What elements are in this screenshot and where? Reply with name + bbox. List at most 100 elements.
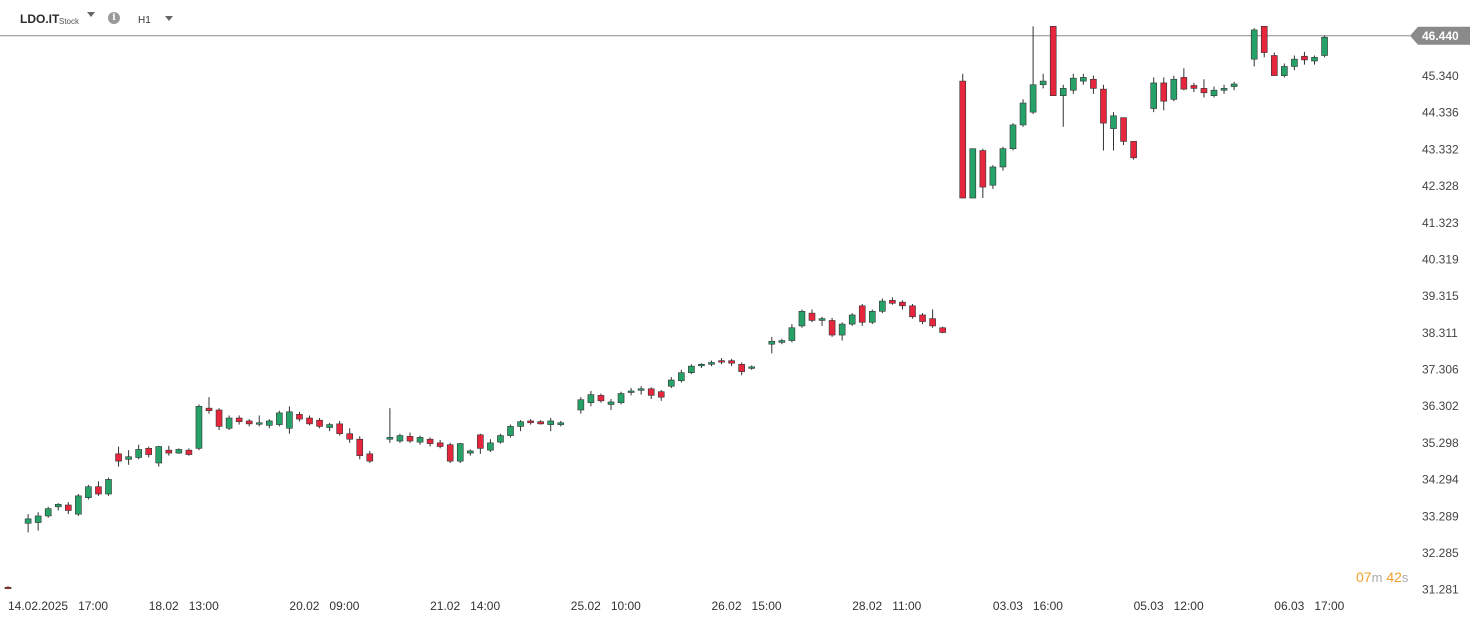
candle[interactable]	[255, 415, 263, 427]
candle[interactable]	[1220, 84, 1228, 94]
candle[interactable]	[688, 364, 695, 375]
candle[interactable]	[466, 449, 474, 456]
candle[interactable]	[989, 165, 997, 189]
candle[interactable]	[517, 420, 524, 432]
candle[interactable]	[306, 415, 313, 426]
candle[interactable]	[879, 298, 886, 314]
candle[interactable]	[245, 419, 253, 427]
candle[interactable]	[828, 317, 836, 337]
candle[interactable]	[1180, 68, 1188, 91]
candle[interactable]	[44, 506, 52, 518]
candle[interactable]	[507, 424, 514, 438]
candle[interactable]	[1250, 28, 1258, 67]
candle[interactable]	[547, 418, 555, 432]
candle[interactable]	[356, 436, 364, 460]
candle[interactable]	[24, 514, 32, 533]
candle[interactable]	[587, 390, 595, 407]
candle[interactable]	[446, 442, 454, 463]
candle[interactable]	[868, 309, 876, 325]
candle[interactable]	[778, 338, 786, 345]
candle[interactable]	[1170, 75, 1178, 102]
candle[interactable]	[858, 304, 866, 326]
candle[interactable]	[979, 148, 987, 199]
candle[interactable]	[748, 365, 756, 370]
candle[interactable]	[537, 420, 544, 425]
candle[interactable]	[1009, 123, 1017, 151]
candle[interactable]	[115, 446, 122, 467]
candle[interactable]	[1130, 141, 1137, 160]
candle[interactable]	[4, 586, 12, 590]
candle[interactable]	[969, 148, 977, 199]
candle[interactable]	[808, 309, 816, 323]
candle[interactable]	[728, 358, 735, 367]
info-icon[interactable]: i	[108, 12, 120, 24]
candle[interactable]	[265, 419, 273, 429]
candle[interactable]	[1120, 117, 1127, 146]
candle[interactable]	[155, 445, 163, 467]
candle[interactable]	[406, 432, 414, 443]
candle[interactable]	[54, 503, 62, 511]
candle[interactable]	[165, 445, 173, 456]
candle[interactable]	[798, 309, 806, 328]
candle[interactable]	[617, 391, 625, 405]
candle[interactable]	[1150, 77, 1157, 113]
candle[interactable]	[848, 313, 856, 326]
candle[interactable]	[185, 448, 193, 456]
candle[interactable]	[667, 377, 675, 389]
candle[interactable]	[416, 435, 424, 445]
candle[interactable]	[738, 362, 745, 376]
chevron-down-icon[interactable]	[87, 12, 95, 17]
candle[interactable]	[718, 358, 725, 365]
candle[interactable]	[195, 404, 203, 451]
candle[interactable]	[175, 448, 183, 454]
candle[interactable]	[296, 411, 303, 422]
candle[interactable]	[316, 418, 323, 429]
candle[interactable]	[1301, 51, 1308, 65]
candle[interactable]	[1080, 73, 1087, 85]
candle[interactable]	[557, 420, 565, 427]
candle[interactable]	[65, 502, 72, 515]
candle[interactable]	[637, 386, 645, 395]
candle[interactable]	[1090, 75, 1097, 94]
candle[interactable]	[899, 300, 906, 310]
candle[interactable]	[326, 422, 333, 432]
candle[interactable]	[95, 481, 102, 496]
candle[interactable]	[426, 437, 434, 447]
candle[interactable]	[1210, 86, 1218, 98]
candle[interactable]	[788, 324, 796, 343]
candle[interactable]	[527, 419, 534, 425]
candle[interactable]	[125, 450, 132, 465]
candle[interactable]	[1059, 84, 1067, 127]
candle[interactable]	[647, 387, 655, 400]
candle[interactable]	[678, 369, 685, 383]
candle[interactable]	[1039, 73, 1047, 89]
candle[interactable]	[1230, 81, 1238, 91]
candle[interactable]	[105, 477, 112, 496]
candle[interactable]	[1271, 52, 1278, 76]
candle[interactable]	[1321, 35, 1328, 58]
candle[interactable]	[436, 439, 444, 449]
candle[interactable]	[698, 363, 705, 368]
candle[interactable]	[477, 433, 484, 454]
candle[interactable]	[386, 408, 394, 443]
timeframe-selector[interactable]: H1	[138, 15, 151, 26]
candle[interactable]	[215, 408, 223, 431]
candle[interactable]	[768, 336, 776, 354]
candle[interactable]	[1110, 112, 1117, 151]
candle[interactable]	[708, 360, 715, 367]
candle[interactable]	[34, 512, 42, 531]
candle[interactable]	[999, 146, 1007, 171]
candle[interactable]	[75, 494, 82, 516]
candle[interactable]	[85, 484, 92, 500]
candle[interactable]	[396, 433, 404, 443]
symbol-name[interactable]: LDO.IT	[20, 12, 60, 26]
candle[interactable]	[135, 444, 142, 460]
candle[interactable]	[1281, 63, 1288, 78]
candle[interactable]	[497, 433, 504, 444]
candle[interactable]	[607, 399, 615, 410]
candle[interactable]	[225, 415, 233, 431]
candle[interactable]	[1200, 79, 1208, 98]
candle[interactable]	[597, 393, 605, 403]
candle[interactable]	[1311, 55, 1318, 65]
